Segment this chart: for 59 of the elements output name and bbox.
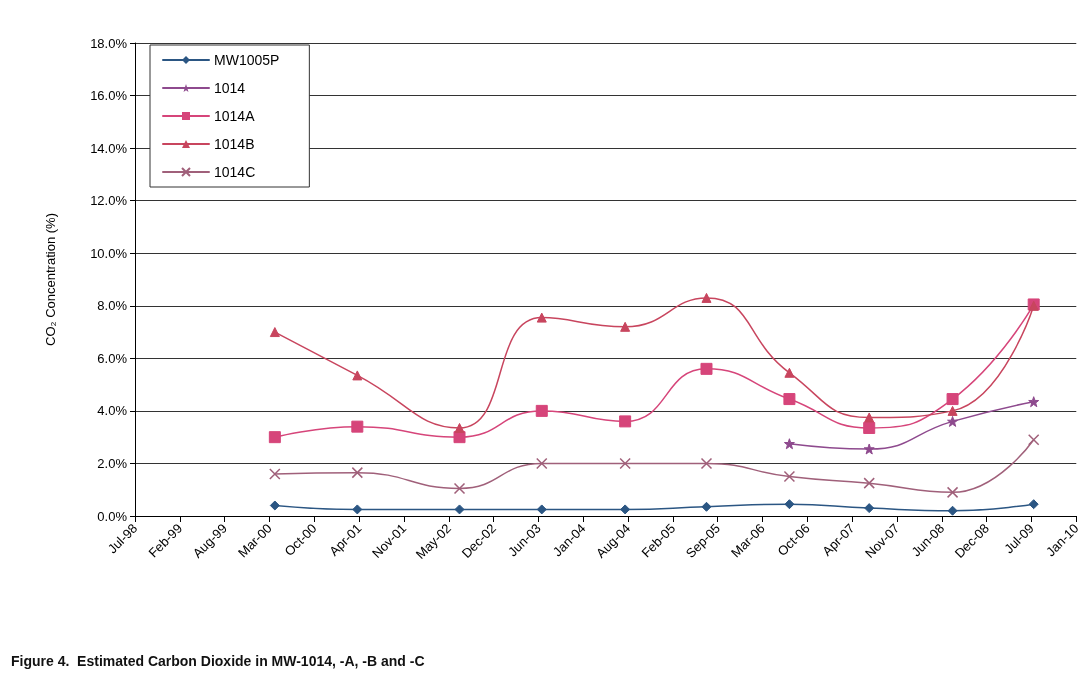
point	[701, 501, 712, 512]
y-tick-label: 0.0%	[97, 508, 128, 524]
point	[783, 470, 796, 483]
point	[701, 292, 712, 303]
point	[947, 405, 958, 416]
point	[268, 431, 281, 444]
point	[947, 415, 959, 427]
y-tick-label: 10.0%	[90, 245, 128, 261]
point	[700, 362, 713, 375]
y-tick-label: 14.0%	[90, 140, 128, 156]
point	[947, 505, 958, 516]
point	[454, 504, 465, 515]
point	[619, 457, 631, 470]
point	[863, 421, 876, 434]
y-axis-title: CO₂ Concentration (%)	[43, 213, 58, 346]
point	[1028, 396, 1040, 408]
legend-label: 1014B	[214, 136, 255, 152]
point	[1028, 499, 1039, 510]
y-tick-label: 18.0%	[90, 35, 128, 51]
y-tick-label: 2.0%	[97, 455, 128, 471]
point	[351, 466, 364, 479]
text: Figure 4. Estimated Carbon Dioxide in MW-1014, -A, -B and -C	[11, 653, 425, 669]
point	[269, 468, 281, 480]
point	[946, 393, 959, 406]
point	[863, 443, 875, 455]
point	[864, 503, 875, 514]
y-tick-label: 8.0%	[97, 298, 128, 314]
legend-label: 1014A	[214, 108, 256, 124]
point	[1027, 434, 1040, 446]
point	[453, 431, 466, 444]
point	[619, 415, 632, 428]
point	[352, 370, 363, 381]
point	[864, 412, 875, 423]
point	[536, 457, 548, 470]
y-tick-label: 4.0%	[97, 403, 128, 419]
point	[352, 504, 363, 515]
legend-label: 1014C	[214, 164, 256, 180]
point	[784, 499, 795, 510]
legend-label: MW1005P	[214, 52, 280, 68]
point	[454, 422, 465, 433]
legend-label: 1014	[214, 80, 246, 96]
point	[784, 367, 795, 378]
point	[535, 404, 548, 417]
point	[453, 482, 466, 495]
point	[620, 321, 631, 332]
point	[620, 504, 631, 515]
point	[536, 312, 547, 323]
point	[536, 504, 547, 515]
point	[351, 420, 364, 433]
point	[269, 327, 280, 338]
point	[863, 477, 875, 489]
point	[783, 393, 796, 406]
y-tick-label: 16.0%	[90, 88, 128, 104]
point	[946, 486, 959, 499]
point	[269, 500, 280, 511]
point	[700, 457, 713, 470]
y-tick-label: 12.0%	[90, 193, 128, 209]
point	[783, 438, 795, 450]
y-tick-label: 6.0%	[97, 350, 128, 366]
